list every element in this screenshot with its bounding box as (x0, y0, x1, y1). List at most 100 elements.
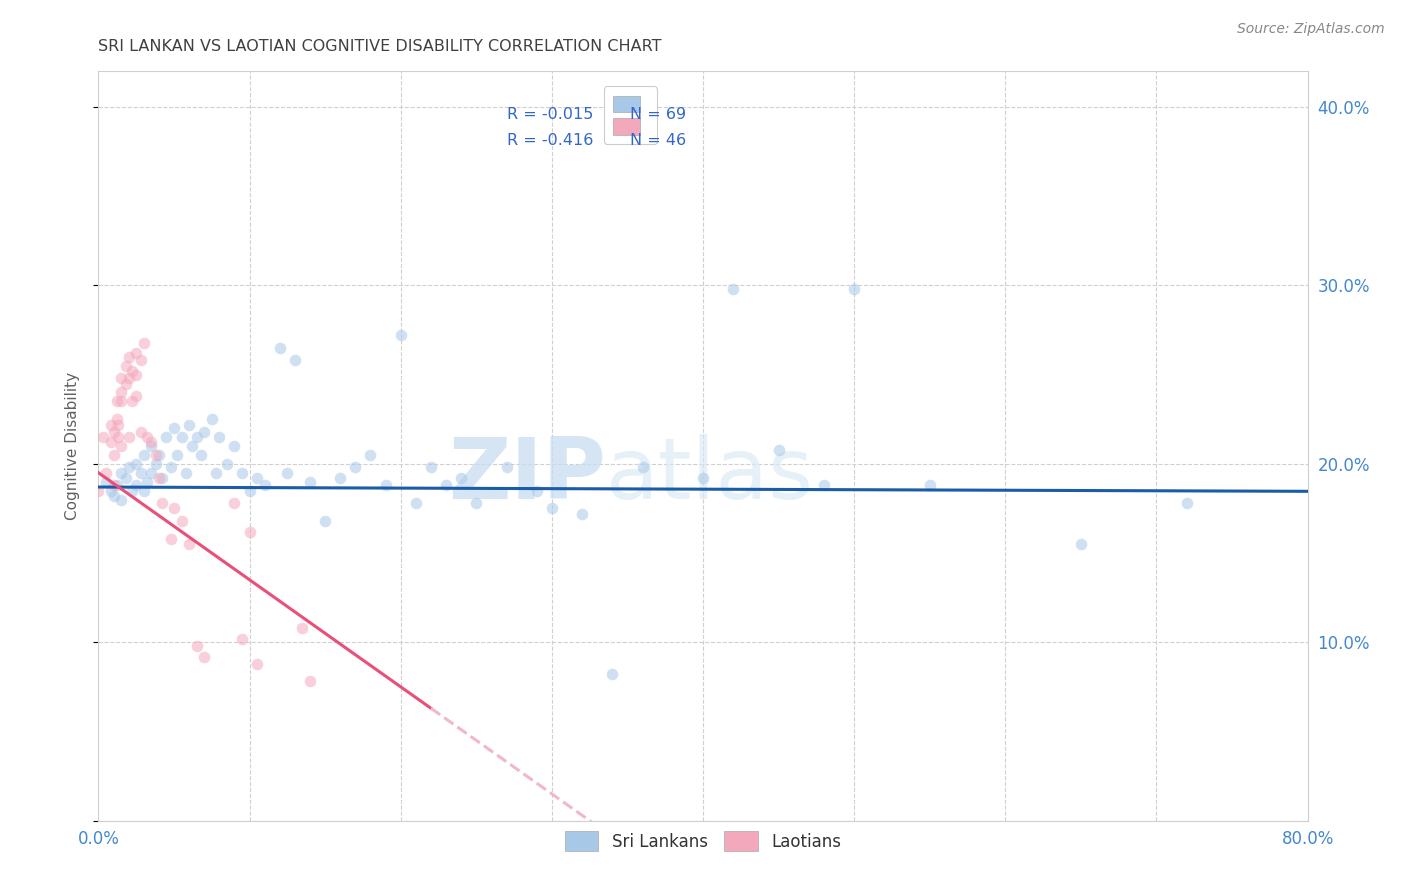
Point (215, 457, 238, 471)
Point (125, 389, 148, 403)
Text: R = -0.416: R = -0.416 (508, 133, 593, 148)
Point (495, 460, 517, 475)
Point (107, 417, 129, 432)
Point (269, 341, 291, 355)
Point (110, 371, 132, 385)
Point (314, 514, 336, 528)
Point (224, 439, 246, 453)
Point (114, 471, 136, 485)
Point (299, 475, 322, 489)
Point (174, 466, 197, 480)
Point (1070, 537, 1092, 551)
Point (121, 364, 143, 378)
Point (360, 448, 382, 462)
Point (692, 471, 714, 485)
Point (105, 412, 128, 426)
Point (179, 537, 201, 551)
Point (571, 507, 593, 521)
Point (125, 346, 148, 360)
Point (114, 359, 136, 373)
Point (121, 394, 143, 409)
Point (91, 430, 114, 444)
Point (166, 448, 188, 462)
Point (94, 466, 117, 480)
Y-axis label: Cognitive Disability: Cognitive Disability (65, 372, 80, 520)
Point (193, 425, 215, 439)
Point (94, 475, 117, 489)
Point (103, 478, 125, 492)
Text: R = -0.015: R = -0.015 (508, 106, 593, 121)
Point (100, 417, 122, 432)
Point (434, 478, 457, 492)
Point (141, 435, 163, 450)
Point (224, 496, 246, 510)
Text: ZIP: ZIP (449, 434, 606, 517)
Point (135, 430, 157, 444)
Text: N = 46: N = 46 (630, 133, 686, 148)
Point (163, 501, 186, 516)
Point (291, 621, 314, 635)
Point (205, 466, 228, 480)
Point (110, 466, 132, 480)
Point (299, 674, 322, 689)
Point (631, 460, 654, 475)
Point (150, 496, 173, 510)
Point (118, 430, 141, 444)
Point (107, 430, 129, 444)
Point (768, 442, 790, 457)
Point (118, 460, 141, 475)
Point (239, 524, 262, 539)
Point (420, 460, 443, 475)
Point (132, 448, 155, 462)
Point (163, 421, 186, 435)
Point (135, 475, 157, 489)
Point (190, 448, 212, 462)
Point (526, 483, 548, 498)
Point (813, 478, 835, 492)
Point (103, 489, 125, 503)
Point (105, 394, 128, 409)
Point (276, 466, 298, 480)
Point (540, 501, 562, 516)
Point (246, 471, 269, 485)
Point (231, 632, 253, 646)
Point (208, 430, 231, 444)
Point (100, 435, 122, 450)
Point (114, 376, 136, 391)
Point (132, 335, 155, 350)
Point (160, 532, 183, 546)
Point (145, 457, 167, 471)
Text: atlas: atlas (606, 434, 814, 517)
Point (186, 639, 208, 653)
Text: SRI LANKAN VS LAOTIAN COGNITIVE DISABILITY CORRELATION CHART: SRI LANKAN VS LAOTIAN COGNITIVE DISABILI… (98, 38, 662, 54)
Point (465, 496, 488, 510)
Point (100, 483, 122, 498)
Point (87, 483, 110, 498)
Point (405, 496, 427, 510)
Point (155, 430, 177, 444)
Point (1175, 496, 1198, 510)
Point (723, 282, 745, 296)
Point (246, 657, 269, 671)
Legend: Sri Lankans, Laotians: Sri Lankans, Laotians (558, 825, 848, 857)
Point (344, 460, 367, 475)
Point (110, 394, 132, 409)
Point (148, 448, 170, 462)
Point (186, 430, 208, 444)
Point (150, 471, 173, 485)
Point (125, 478, 148, 492)
Point (121, 483, 143, 498)
Point (125, 457, 148, 471)
Point (132, 483, 155, 498)
Point (179, 417, 201, 432)
Point (129, 353, 152, 368)
Point (141, 439, 163, 453)
Point (253, 478, 276, 492)
Point (374, 478, 396, 492)
Point (110, 385, 132, 400)
Point (844, 282, 866, 296)
Point (110, 439, 132, 453)
Point (450, 471, 472, 485)
Point (129, 466, 152, 480)
Point (389, 328, 412, 343)
